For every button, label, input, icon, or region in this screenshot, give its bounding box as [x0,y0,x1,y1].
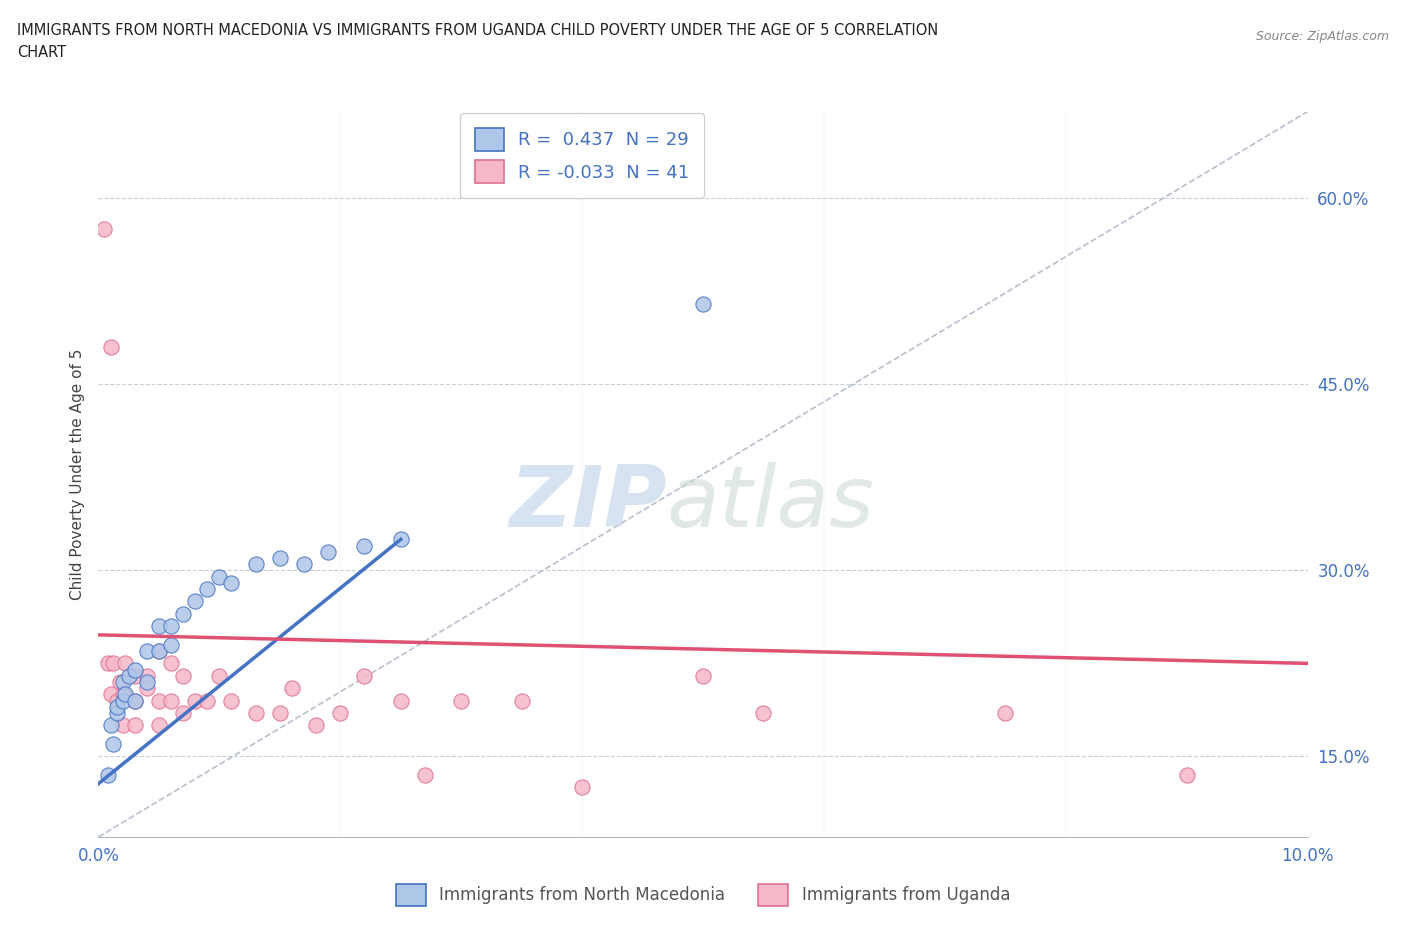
Point [245,557,267,572]
Point [148,644,170,658]
Point [1175,767,1198,782]
Point [221,693,243,708]
Point [148,718,170,733]
Point [160,693,183,708]
Point [184,594,207,609]
Point [195,581,218,596]
Point [148,618,170,633]
Point [269,706,291,721]
Point [450,693,472,708]
Point [305,718,328,733]
Point [97,656,120,671]
Point [135,644,157,658]
Text: CHART: CHART [17,45,66,60]
Point [93,222,115,237]
Point [105,693,128,708]
Point [160,637,183,652]
Point [269,551,291,565]
Point [135,674,157,689]
Point [135,669,157,684]
Point [124,693,146,708]
Point [111,693,134,708]
Legend: Immigrants from North Macedonia, Immigrants from Uganda: Immigrants from North Macedonia, Immigra… [389,878,1017,912]
Point [571,780,593,795]
Point [160,618,183,633]
Point [101,656,124,671]
Point [148,693,170,708]
Point [111,718,134,733]
Text: IMMIGRANTS FROM NORTH MACEDONIA VS IMMIGRANTS FROM UGANDA CHILD POVERTY UNDER TH: IMMIGRANTS FROM NORTH MACEDONIA VS IMMIG… [17,23,938,38]
Point [124,718,146,733]
Point [510,693,533,708]
Point [148,644,170,658]
Point [100,339,122,354]
Point [208,669,231,684]
Point [100,687,122,702]
Point [292,557,315,572]
Point [124,662,146,677]
Point [108,674,131,689]
Point [135,681,157,696]
Point [389,532,412,547]
Point [101,737,124,751]
Point [105,706,128,721]
Point [316,544,339,559]
Legend: R =  0.437  N = 29, R = -0.033  N = 41: R = 0.437 N = 29, R = -0.033 N = 41 [460,113,704,198]
Y-axis label: Child Poverty Under the Age of 5: Child Poverty Under the Age of 5 [69,349,84,600]
Point [114,687,136,702]
Point [692,669,714,684]
Point [105,699,128,714]
Point [353,538,375,553]
Text: ZIP: ZIP [509,462,666,545]
Point [172,706,194,721]
Point [413,767,436,782]
Point [389,693,412,708]
Point [994,706,1017,721]
Point [752,706,775,721]
Point [118,669,141,684]
Point [353,669,375,684]
Point [184,693,207,708]
Point [111,687,134,702]
Point [329,706,352,721]
Point [100,718,122,733]
Point [245,706,267,721]
Point [172,669,194,684]
Text: atlas: atlas [666,462,875,545]
Point [124,693,146,708]
Point [111,674,134,689]
Point [281,681,304,696]
Point [97,767,120,782]
Point [114,656,136,671]
Point [160,656,183,671]
Point [221,576,243,591]
Text: Source: ZipAtlas.com: Source: ZipAtlas.com [1256,30,1389,43]
Point [195,693,218,708]
Point [692,297,714,312]
Point [208,569,231,584]
Point [172,606,194,621]
Point [124,669,146,684]
